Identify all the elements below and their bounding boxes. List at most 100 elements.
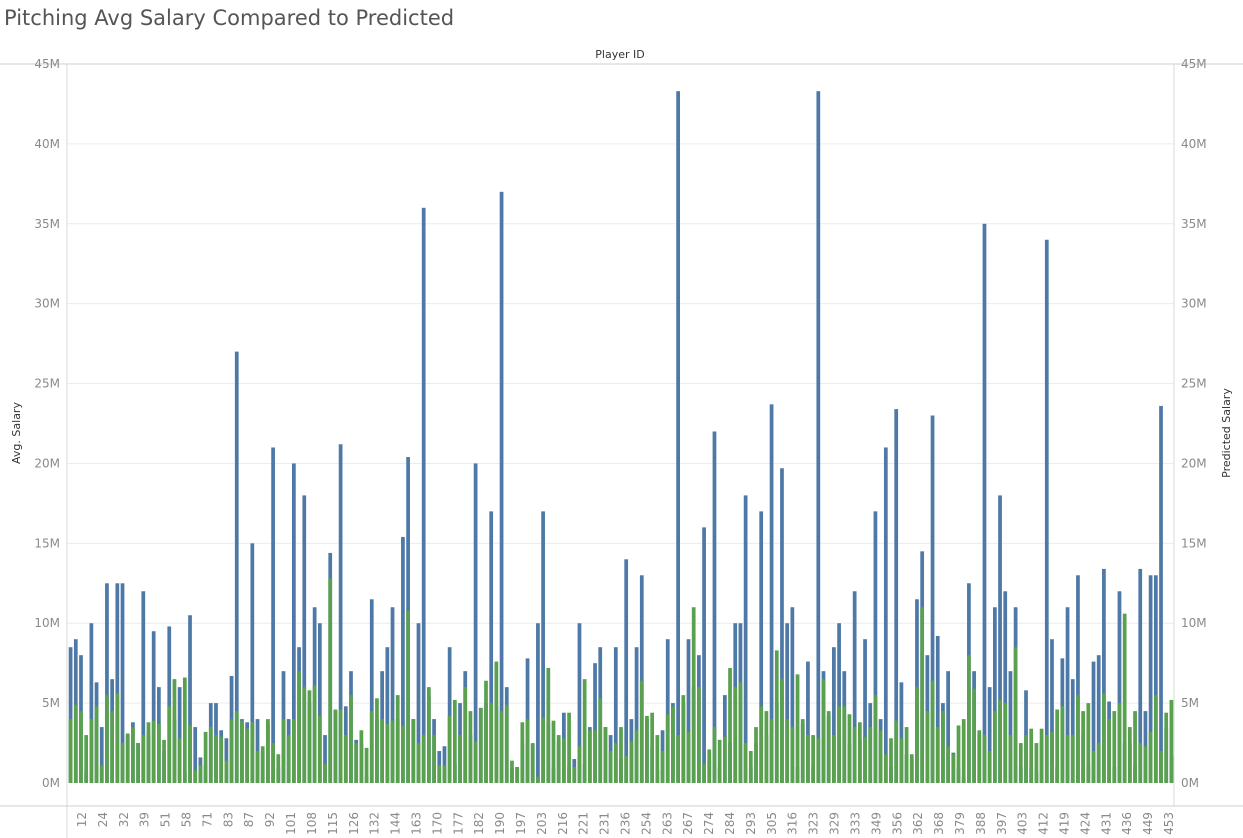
bar-predicted-salary xyxy=(131,727,135,783)
bar-predicted-salary xyxy=(587,730,592,783)
bar-predicted-salary xyxy=(73,704,78,783)
bar-predicted-salary xyxy=(198,765,203,783)
bar-predicted-salary xyxy=(920,607,925,783)
x-tick-label: 453 xyxy=(1162,812,1176,835)
x-tick-label: 221 xyxy=(577,812,591,835)
chart-frame xyxy=(0,63,1243,838)
x-tick-label: 284 xyxy=(723,812,737,835)
bar-predicted-salary xyxy=(665,714,670,783)
bar-avg-salary xyxy=(115,583,120,783)
bar-predicted-salary xyxy=(167,706,172,783)
bar-avg-salary xyxy=(447,647,452,783)
bar-avg-salary xyxy=(1138,568,1143,783)
bar-predicted-salary xyxy=(722,736,727,783)
x-tick-label: 274 xyxy=(702,812,716,835)
bar-avg-salary xyxy=(790,607,795,783)
bar-avg-salary xyxy=(1003,591,1008,783)
x-axis-title: Player ID xyxy=(595,48,644,61)
y-tick-label-right: 40M xyxy=(1181,137,1207,151)
bar-predicted-salary xyxy=(873,695,878,783)
bar-avg-salary xyxy=(421,207,426,784)
y-tick-label-left: 25M xyxy=(34,377,60,391)
bar-avg-salary xyxy=(1091,661,1096,783)
bar-predicted-salary xyxy=(780,679,784,783)
bar-predicted-salary xyxy=(868,727,873,783)
bar-predicted-salary xyxy=(125,733,130,783)
bar-predicted-salary xyxy=(785,719,790,783)
x-tick-label: 254 xyxy=(639,812,653,835)
y-tick-label-right: 20M xyxy=(1181,456,1207,470)
bar-avg-salary xyxy=(1102,568,1106,783)
bar-predicted-salary xyxy=(317,715,322,783)
bar-predicted-salary xyxy=(520,722,525,783)
bar-avg-salary xyxy=(992,607,997,783)
chart-title: Pitching Avg Salary Compared to Predicte… xyxy=(4,6,455,30)
bar-avg-salary xyxy=(577,623,582,783)
bar-predicted-salary xyxy=(863,736,867,783)
bar-predicted-salary xyxy=(774,650,779,783)
bar-avg-salary xyxy=(536,623,540,783)
bar-predicted-salary xyxy=(380,719,385,783)
bar-avg-salary xyxy=(613,647,618,783)
bar-predicted-salary xyxy=(842,706,847,783)
y-tick-label-right: 25M xyxy=(1181,377,1207,391)
bar-predicted-salary xyxy=(136,743,140,783)
bar-predicted-salary xyxy=(541,717,545,783)
bar-predicted-salary xyxy=(1159,751,1163,783)
bar-predicted-salary xyxy=(224,760,229,783)
bar-predicted-salary xyxy=(697,687,701,783)
bar-avg-salary xyxy=(686,639,691,783)
bar-predicted-salary xyxy=(598,698,603,783)
bar-predicted-salary xyxy=(712,727,717,783)
bar-avg-salary xyxy=(151,631,156,783)
bar-predicted-salary xyxy=(1018,743,1023,783)
bar-predicted-salary xyxy=(432,735,436,783)
bar-avg-salary xyxy=(852,591,857,783)
x-tick-label: 431 xyxy=(1099,812,1113,835)
bar-predicted-salary xyxy=(567,712,571,783)
bar-predicted-salary xyxy=(582,679,587,783)
bar-predicted-salary xyxy=(909,754,914,783)
bar-predicted-salary xyxy=(1153,695,1158,783)
bar-avg-salary xyxy=(899,682,904,783)
y-axis-left: 0M 5M 10M 15M 20M 25M 30M 35M 40M 45M xyxy=(34,57,60,790)
bar-predicted-salary xyxy=(769,719,774,783)
y-tick-label-left: 0M xyxy=(42,776,60,790)
x-tick-label: 163 xyxy=(410,812,424,835)
bar-predicted-salary xyxy=(738,682,743,783)
x-tick-label: 12 xyxy=(75,812,89,827)
bar-avg-salary xyxy=(234,351,239,783)
bar-predicted-salary xyxy=(219,736,224,783)
x-tick-label: 177 xyxy=(451,812,465,835)
y-tick-label-right: 0M xyxy=(1181,776,1199,790)
bar-predicted-salary xyxy=(826,711,831,783)
bar-avg-salary xyxy=(593,663,597,783)
bar-predicted-salary xyxy=(1117,703,1122,783)
x-axis: 12 24 32 39 51 58 71 83 87 92 101 108 115 126 132 144 16… xyxy=(75,812,1176,835)
bar-predicted-salary xyxy=(437,765,442,783)
bar-predicted-salary xyxy=(1039,728,1044,783)
y-axis-title-left: Avg. Salary xyxy=(10,402,23,464)
bar-predicted-salary xyxy=(634,730,639,783)
bar-predicted-salary xyxy=(395,695,400,783)
bar-avg-salary xyxy=(1065,607,1070,783)
bar-predicted-salary xyxy=(624,755,629,783)
bar-avg-salary xyxy=(1008,671,1013,783)
bar-predicted-salary xyxy=(1107,719,1111,783)
bar-predicted-salary xyxy=(458,735,462,783)
bar-avg-salary xyxy=(780,468,784,783)
bar-avg-salary xyxy=(759,511,764,783)
bar-predicted-salary xyxy=(1008,735,1013,783)
bar-predicted-salary xyxy=(811,735,815,783)
bar-predicted-salary xyxy=(99,765,104,783)
bar-predicted-salary xyxy=(977,730,982,783)
bar-avg-salary xyxy=(541,511,545,783)
bar-predicted-salary xyxy=(987,751,992,783)
bar-predicted-salary xyxy=(510,760,514,783)
x-tick-label: 362 xyxy=(911,812,925,835)
bar-predicted-salary xyxy=(998,699,1002,783)
y-axis-title-right: Predicted Salary xyxy=(1220,388,1233,478)
bar-avg-salary xyxy=(292,463,296,783)
bar-avg-salary xyxy=(769,404,774,783)
x-tick-label: 379 xyxy=(953,812,967,835)
